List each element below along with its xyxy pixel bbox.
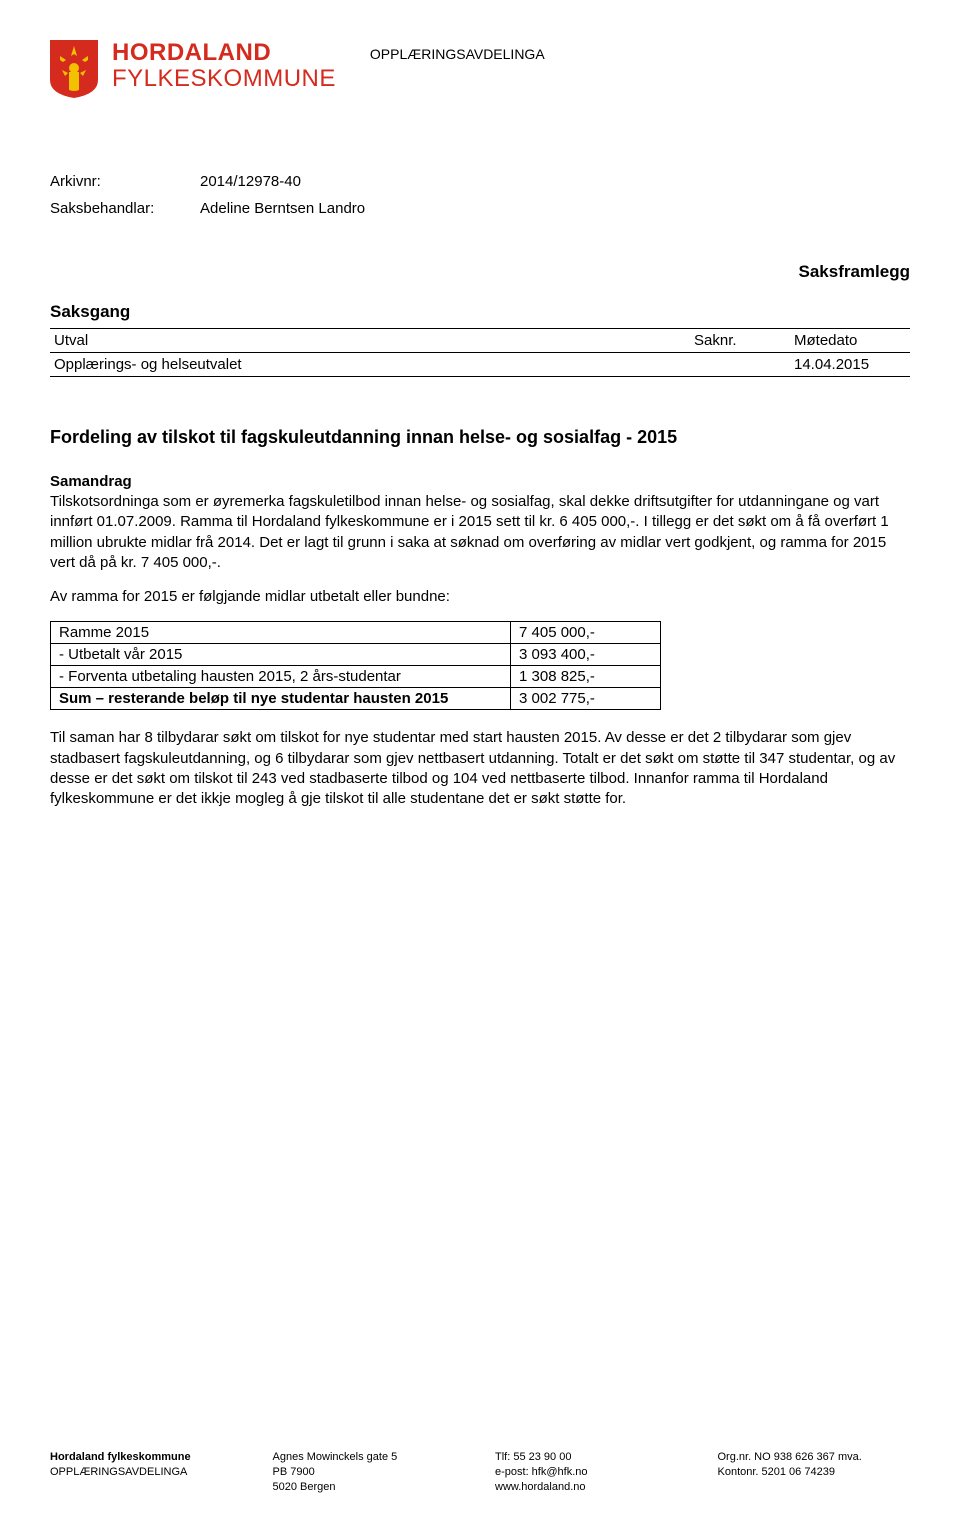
footer-col-2: Agnes Mowinckels gate 5 PB 7900 5020 Ber… <box>273 1450 466 1495</box>
case-metadata: Arkivnr: 2014/12978-40 Saksbehandlar: Ad… <box>50 168 910 222</box>
footer-address: Agnes Mowinckels gate 5 <box>273 1450 466 1465</box>
col-utval: Utval <box>50 329 690 353</box>
budget-label: - Forventa utbetaling hausten 2015, 2 år… <box>51 666 511 688</box>
footer-account: Kontonr. 5201 06 74239 <box>718 1465 911 1480</box>
saksframlegg-heading: Saksframlegg <box>50 262 910 282</box>
saksbehandlar-label: Saksbehandlar: <box>50 195 200 222</box>
arkivnr-value: 2014/12978-40 <box>200 168 301 195</box>
cell-date: 14.04.2015 <box>790 353 910 377</box>
footer-orgnr: Org.nr. NO 938 626 367 mva. <box>718 1450 911 1465</box>
cell-saknr <box>690 353 790 377</box>
body-p3: Til saman har 8 tilbydarar søkt om tilsk… <box>50 728 910 809</box>
budget-label: Sum – resterande beløp til nye studentar… <box>51 688 511 710</box>
document-title: Fordeling av tilskot til fagskuleutdanni… <box>50 427 910 448</box>
footer-col-3: Tlf: 55 23 90 00 e-post: hfk@hfk.no www.… <box>495 1450 688 1495</box>
samandrag-heading: Samandrag <box>50 473 910 490</box>
budget-value: 7 405 000,- <box>511 622 661 644</box>
table-row: - Utbetalt vår 2015 3 093 400,- <box>51 644 661 666</box>
budget-label: - Utbetalt vår 2015 <box>51 644 511 666</box>
table-header-row: Utval Saknr. Møtedato <box>50 329 910 353</box>
footer-org: Hordaland fylkeskommune <box>50 1451 191 1463</box>
table-row: - Forventa utbetaling hausten 2015, 2 år… <box>51 666 661 688</box>
logo-wordmark: HORDALAND FYLKESKOMMUNE <box>112 40 336 93</box>
budget-label: Ramme 2015 <box>51 622 511 644</box>
logo-line2: FYLKESKOMMUNE <box>112 66 336 92</box>
table-row: Sum – resterande beløp til nye studentar… <box>51 688 661 710</box>
cell-utval: Opplærings- og helseutvalet <box>50 353 690 377</box>
footer-col-4: Org.nr. NO 938 626 367 mva. Kontonr. 520… <box>718 1450 911 1495</box>
table-row: Ramme 2015 7 405 000,- <box>51 622 661 644</box>
col-saknr: Saknr. <box>690 329 790 353</box>
table-row: Opplærings- og helseutvalet 14.04.2015 <box>50 353 910 377</box>
budget-value: 3 093 400,- <box>511 644 661 666</box>
footer-dept: OPPLÆRINGSAVDELINGA <box>50 1465 243 1480</box>
budget-table: Ramme 2015 7 405 000,- - Utbetalt vår 20… <box>50 621 661 710</box>
budget-value: 3 002 775,- <box>511 688 661 710</box>
budget-value: 1 308 825,- <box>511 666 661 688</box>
samandrag-p2: Av ramma for 2015 er følgjande midlar ut… <box>50 587 910 607</box>
saksgang-table: Utval Saknr. Møtedato Opplærings- og hel… <box>50 328 910 377</box>
footer-email: e-post: hfk@hfk.no <box>495 1465 688 1480</box>
page-footer: Hordaland fylkeskommune OPPLÆRINGSAVDELI… <box>50 1450 910 1495</box>
footer-col-1: Hordaland fylkeskommune OPPLÆRINGSAVDELI… <box>50 1450 243 1495</box>
col-motedato: Møtedato <box>790 329 910 353</box>
logo-line1: HORDALAND <box>112 40 336 66</box>
samandrag-p1: Tilskotsordninga som er øyremerka fagsku… <box>50 492 910 573</box>
document-header: HORDALAND FYLKESKOMMUNE OPPLÆRINGSAVDELI… <box>50 40 910 98</box>
footer-phone: Tlf: 55 23 90 00 <box>495 1450 688 1465</box>
footer-city: 5020 Bergen <box>273 1480 466 1495</box>
footer-web: www.hordaland.no <box>495 1480 688 1495</box>
arkivnr-label: Arkivnr: <box>50 168 200 195</box>
department-label: OPPLÆRINGSAVDELINGA <box>370 46 545 62</box>
saksbehandlar-value: Adeline Berntsen Landro <box>200 195 365 222</box>
saksgang-title: Saksgang <box>50 302 910 322</box>
shield-logo-icon <box>50 40 98 98</box>
footer-pobox: PB 7900 <box>273 1465 466 1480</box>
